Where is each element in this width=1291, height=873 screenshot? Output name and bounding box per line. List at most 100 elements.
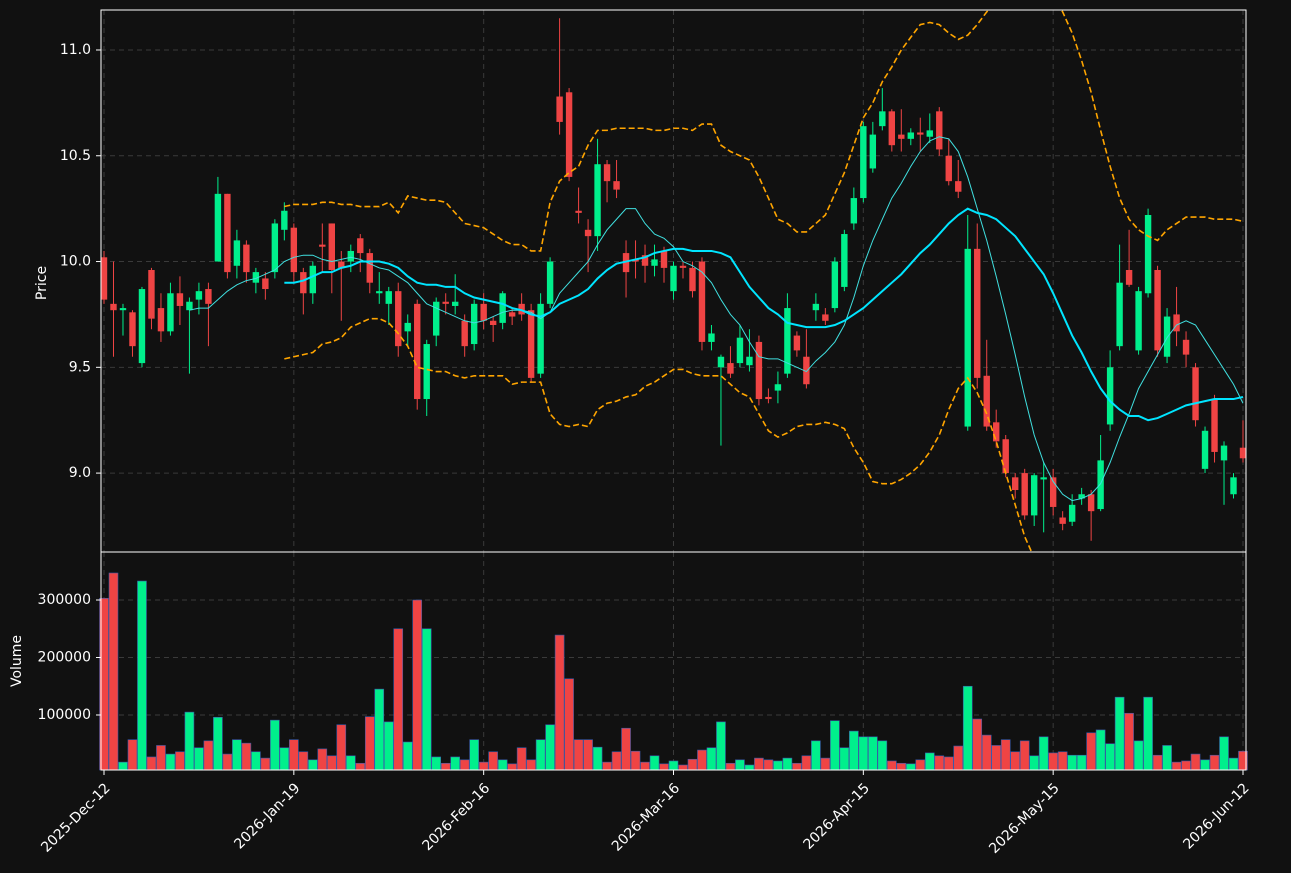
candle-body xyxy=(176,293,184,306)
candle-body xyxy=(451,301,459,306)
volume-bar xyxy=(175,751,185,771)
volume-bar xyxy=(184,711,195,771)
volume-bar xyxy=(962,685,973,771)
candle-body xyxy=(679,265,687,268)
volume-bar xyxy=(934,755,945,771)
grid xyxy=(101,10,1246,770)
volume-bar xyxy=(326,755,337,771)
band-line xyxy=(284,317,1033,552)
candle-body xyxy=(793,335,801,351)
volume-bar xyxy=(421,628,432,771)
volume-bar xyxy=(924,752,935,771)
candle-body xyxy=(1068,504,1076,522)
candle-body xyxy=(926,130,933,137)
candle-body xyxy=(622,253,630,273)
candle-body xyxy=(898,134,905,139)
volume-bar xyxy=(744,764,755,771)
candle-body xyxy=(290,227,298,273)
candle-body xyxy=(670,265,677,292)
volume-bar xyxy=(1067,754,1077,771)
candle-body xyxy=(1040,477,1047,480)
volume-bar xyxy=(469,739,479,771)
volume-bar xyxy=(640,761,650,771)
candle-body xyxy=(366,253,373,283)
candle-body xyxy=(338,261,345,268)
volume-bar xyxy=(1019,740,1030,771)
volume-bar xyxy=(1200,759,1210,771)
x-tick-label: 2026-Jun-12 xyxy=(1180,780,1252,852)
candle-body xyxy=(328,223,335,270)
volume-bar xyxy=(194,747,204,771)
candle-body xyxy=(376,291,383,294)
candle-body xyxy=(613,181,620,190)
candle-body xyxy=(993,422,1000,442)
candle-body xyxy=(565,92,573,177)
candle-body xyxy=(110,303,117,311)
volume-bar xyxy=(260,757,271,771)
volume-bar xyxy=(213,716,223,771)
volume-bar xyxy=(308,759,318,771)
candle-body xyxy=(594,164,601,237)
volume-bar xyxy=(1095,729,1106,771)
candle-body xyxy=(129,312,136,347)
candle-body xyxy=(831,261,839,309)
candle-body xyxy=(717,356,725,368)
volume-bar xyxy=(716,721,726,771)
x-tick-label: 2025-Dec-12 xyxy=(38,780,113,855)
volume-bar xyxy=(1076,754,1087,771)
volume-bar xyxy=(782,757,793,771)
volume-bar xyxy=(735,759,745,771)
volume-bar xyxy=(222,753,233,771)
volume-bar xyxy=(317,748,328,771)
volume-bar xyxy=(165,753,176,771)
candle-body xyxy=(1182,339,1190,355)
candle-body xyxy=(1012,477,1019,491)
candle-body xyxy=(518,303,525,315)
candle-body xyxy=(1211,399,1218,452)
volume-bar xyxy=(127,739,138,771)
candle-body xyxy=(556,96,563,122)
candle-body xyxy=(1087,494,1095,512)
candle-body xyxy=(508,312,516,317)
volume-bar xyxy=(289,739,299,771)
volume-bar xyxy=(1209,754,1220,771)
candle-body xyxy=(879,111,886,127)
candle-body xyxy=(660,250,668,268)
volume-bar xyxy=(545,724,555,771)
candle-body xyxy=(167,293,174,332)
x-tick-label: 2026-Jan-19 xyxy=(231,780,303,852)
volume-bar xyxy=(887,760,897,771)
candle-body xyxy=(603,164,611,182)
candle-body xyxy=(243,244,250,273)
candle-body xyxy=(1049,477,1057,507)
volume-bar xyxy=(668,760,679,771)
volume-bar xyxy=(251,751,261,771)
volume-bar xyxy=(564,678,574,771)
volume-bar xyxy=(621,727,631,771)
candle-body xyxy=(774,384,782,391)
volume-axis-label: Volume xyxy=(9,635,25,687)
volume-bar xyxy=(877,740,888,771)
candle-body xyxy=(262,278,269,290)
candle-body xyxy=(974,248,981,378)
candle-body xyxy=(936,111,943,150)
volume-bar xyxy=(858,736,869,771)
volume-bar xyxy=(526,759,536,771)
volume-bar xyxy=(402,741,413,771)
candle-body xyxy=(527,310,535,378)
volume-bar xyxy=(535,739,546,771)
volume-bar xyxy=(478,761,489,771)
volume-bar xyxy=(355,762,366,771)
candle-body xyxy=(423,344,430,400)
volume-bar xyxy=(573,739,584,771)
volume-bar xyxy=(270,719,280,771)
candle-body xyxy=(651,259,658,266)
moving-average xyxy=(189,136,1244,502)
y-tick-label: 9.5 xyxy=(69,359,91,375)
volume-bar xyxy=(1086,732,1096,771)
volume-bar xyxy=(943,756,954,771)
volume-bar xyxy=(896,762,907,771)
volume-bar xyxy=(1038,736,1049,771)
volume-bar xyxy=(1029,755,1039,771)
candle-body xyxy=(1116,282,1123,347)
